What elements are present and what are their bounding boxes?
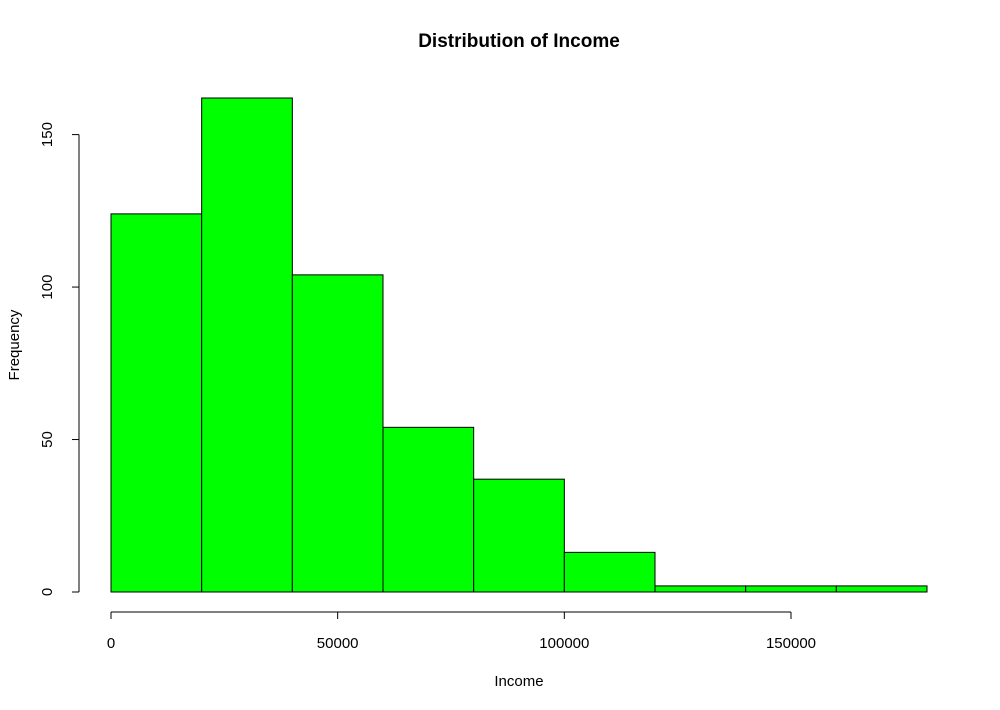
chart-title: Distribution of Income <box>418 31 620 52</box>
x-tick-label: 150000 <box>766 635 816 652</box>
y-tick-label: 0 <box>39 588 56 596</box>
x-tick-label: 50000 <box>317 635 359 652</box>
histogram-bar-5 <box>473 478 565 593</box>
y-tick-label: 150 <box>39 122 56 147</box>
histogram-bar-6 <box>563 551 656 593</box>
y-axis-label: Frequency <box>6 309 23 380</box>
y-tick-label: 100 <box>39 275 56 300</box>
histogram-bar-1 <box>110 213 203 593</box>
histogram-bar-4 <box>382 426 475 593</box>
x-axis: 0 50000 100000 150000 <box>107 611 816 652</box>
histogram-bar-7 <box>654 585 747 593</box>
histogram-bar-9 <box>835 585 928 593</box>
histogram-bar-3 <box>291 274 384 593</box>
bars-group <box>110 97 928 593</box>
histogram-bar-2 <box>201 97 293 593</box>
y-axis: 0 50 100 150 <box>39 122 80 596</box>
x-axis-label: Income <box>494 673 543 690</box>
x-tick-label: 0 <box>107 635 115 652</box>
y-tick-label: 50 <box>39 431 56 448</box>
histogram-bar-8 <box>745 585 837 593</box>
x-tick-label: 100000 <box>539 635 589 652</box>
